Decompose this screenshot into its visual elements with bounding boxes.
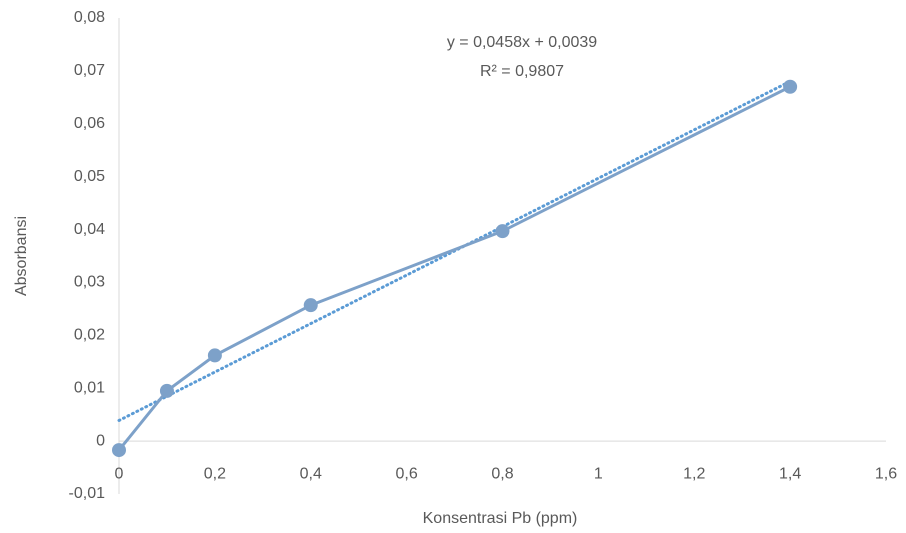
y-tick-label: 0,02 [74,327,105,344]
x-tick-label: 0,6 [396,465,418,482]
y-tick-label: 0,04 [74,221,105,238]
trend-equation: y = 0,0458x + 0,0039 [447,34,597,51]
data-point [208,348,222,362]
page: y = 0,0458x + 0,0039 R² = 0,9807 Konsent… [0,0,906,533]
y-tick-label: 0,01 [74,379,105,396]
x-tick-label: 0,2 [204,465,226,482]
y-tick-label: 0,08 [74,9,105,26]
x-axis-title: Konsentrasi Pb (ppm) [423,510,578,527]
y-tick-label: 0 [96,432,105,449]
x-tick-label: 1 [594,465,603,482]
trend-r2: R² = 0,9807 [480,63,564,80]
y-tick-label: 0,03 [74,274,105,291]
data-point [496,224,510,238]
x-tick-label: 0,4 [300,465,322,482]
x-tick-label: 0 [115,465,124,482]
x-tick-label: 1,2 [683,465,705,482]
y-tick-label: 0,05 [74,168,105,185]
chart: y = 0,0458x + 0,0039 R² = 0,9807 Konsent… [0,0,906,533]
y-axis-title: Absorbansi [13,216,30,296]
y-tick-label: 0,06 [74,115,105,132]
x-tick-label: 1,4 [779,465,801,482]
x-tick-label: 1,6 [875,465,897,482]
data-point [783,80,797,94]
data-point [160,384,174,398]
y-tick-label: -0,01 [69,485,106,502]
x-tick-label: 0,8 [491,465,513,482]
series-line [119,87,790,450]
data-point [304,298,318,312]
y-tick-label: 0,07 [74,62,105,79]
data-point [112,443,126,457]
